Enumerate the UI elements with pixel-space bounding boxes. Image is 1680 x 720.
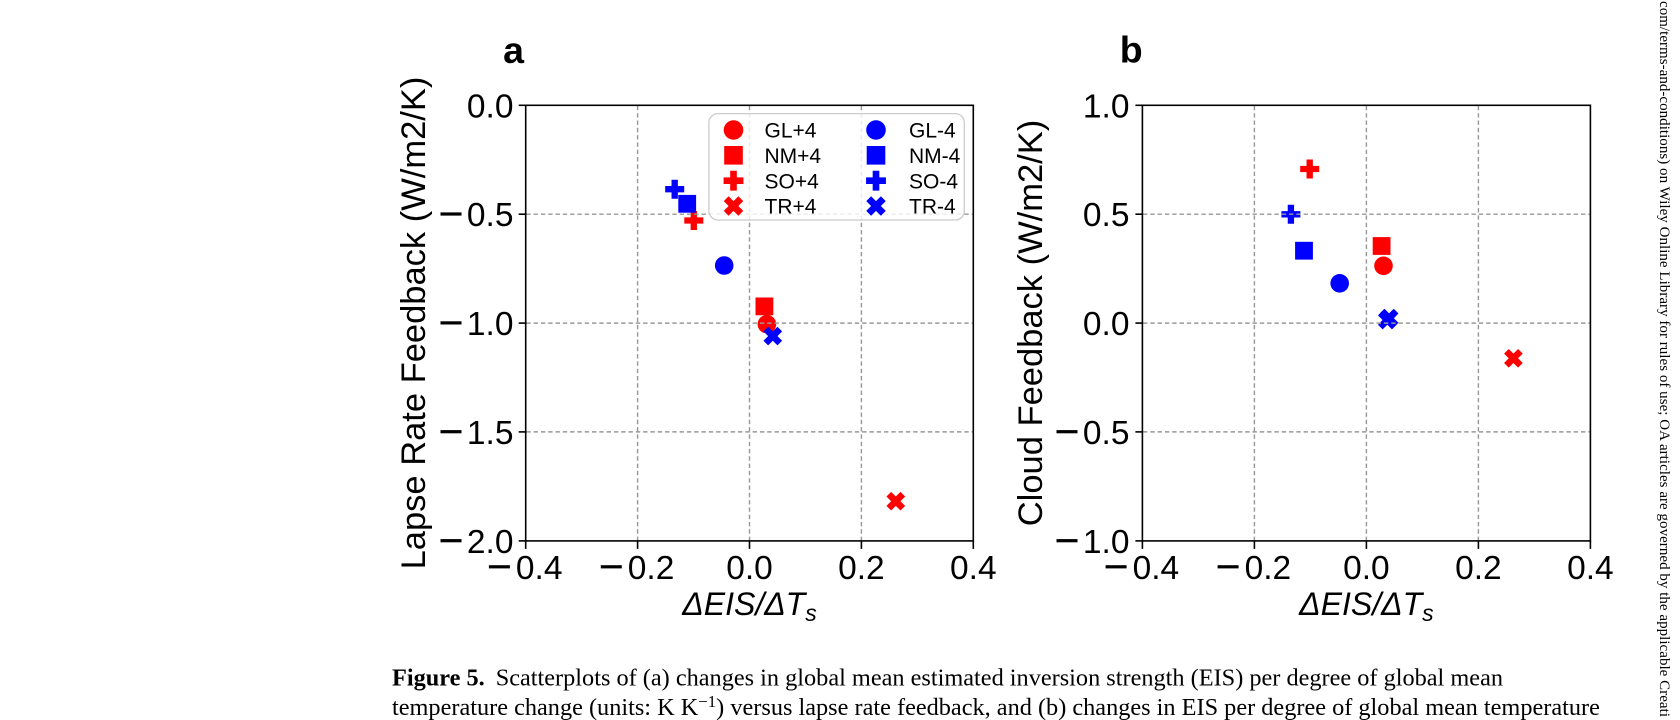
svg-text:0.5: 0.5 — [467, 197, 514, 234]
svg-text:TR+4: TR+4 — [765, 196, 817, 219]
svg-text:0.5: 0.5 — [1083, 197, 1130, 234]
svg-text:1.5: 1.5 — [467, 415, 514, 452]
svg-text:1.0: 1.0 — [1083, 88, 1130, 125]
svg-text:0.2: 0.2 — [1245, 550, 1292, 587]
svg-text:NM-4: NM-4 — [909, 145, 961, 168]
svg-text:com/terms-and-conditions) on W: com/terms-and-conditions) on Wiley Onlin… — [1656, 1, 1672, 717]
svg-text:0.4: 0.4 — [1133, 550, 1180, 587]
svg-text:b: b — [1120, 29, 1143, 71]
svg-text:GL-4: GL-4 — [909, 120, 956, 143]
svg-text:a: a — [503, 29, 525, 71]
svg-text:0.4: 0.4 — [1567, 550, 1614, 587]
svg-text:0.0: 0.0 — [467, 88, 514, 125]
svg-text:Figure 5.Scatterplots of (a) c: Figure 5. Scatterplots of (a) changes in … — [392, 664, 1503, 691]
svg-text:0.0: 0.0 — [1083, 306, 1130, 343]
svg-text:1.0: 1.0 — [1083, 524, 1130, 561]
svg-text:Lapse Rate Feedback (W/m2/K): Lapse Rate Feedback (W/m2/K) — [395, 77, 433, 570]
svg-text:0.4: 0.4 — [950, 550, 997, 587]
svg-text:0.0: 0.0 — [726, 550, 773, 587]
svg-text:0.5: 0.5 — [1083, 415, 1130, 452]
svg-text:1.0: 1.0 — [467, 306, 514, 343]
svg-text:TR-4: TR-4 — [909, 196, 956, 219]
svg-text:SO-4: SO-4 — [909, 170, 958, 193]
svg-text:0.0: 0.0 — [1343, 550, 1390, 587]
svg-text:ΔEIS/ΔTs: ΔEIS/ΔTs — [681, 586, 817, 626]
svg-text:NM+4: NM+4 — [765, 145, 822, 168]
svg-text:0.4: 0.4 — [516, 550, 563, 587]
svg-text:0.2: 0.2 — [838, 550, 885, 587]
svg-text:0.2: 0.2 — [628, 550, 675, 587]
svg-text:Cloud Feedback (W/m2/K): Cloud Feedback (W/m2/K) — [1012, 120, 1050, 526]
svg-text:ΔEIS/ΔTs: ΔEIS/ΔTs — [1298, 586, 1434, 626]
svg-text:0.2: 0.2 — [1455, 550, 1502, 587]
svg-text:SO+4: SO+4 — [765, 170, 820, 193]
svg-text:2.0: 2.0 — [467, 524, 514, 561]
svg-text:temperature change (units: K K: temperature change (units: K K−1) versus… — [392, 692, 1600, 720]
svg-text:GL+4: GL+4 — [765, 120, 817, 143]
